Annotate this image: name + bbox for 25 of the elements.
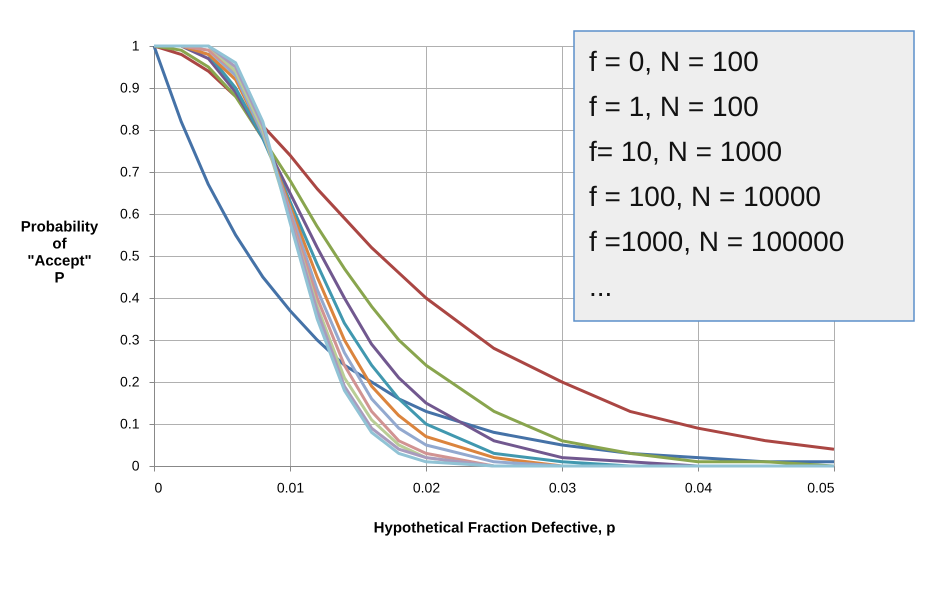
y-tick-label: 0.3: [120, 332, 140, 348]
annotation: ...: [589, 271, 612, 302]
x-tick-label: 0: [154, 480, 162, 496]
annotation: f = 0, N = 100: [589, 46, 759, 77]
x-tick-label: 0.02: [412, 480, 440, 496]
annotation: f = 1, N = 100: [589, 91, 759, 122]
y-tick-label: 0.6: [120, 206, 140, 222]
y-axis-title: Probability of "Accept" P: [20, 218, 99, 286]
annotation: f = 100, N = 10000: [589, 181, 821, 212]
annotation: f= 10, N = 1000: [589, 136, 782, 167]
y-tick-label: 0.7: [120, 164, 140, 180]
x-tick-label: 0.04: [684, 480, 712, 496]
y-tick-label: 0: [132, 458, 140, 474]
y-tick-label: 0.9: [120, 80, 140, 96]
y-tick-label: 0.2: [120, 374, 140, 390]
y-tick-label: 0.1: [120, 416, 140, 432]
x-tick-label: 0.01: [276, 480, 304, 496]
y-tick-label: 1: [132, 38, 140, 54]
annotation: f =1000, N = 100000: [589, 226, 844, 257]
x-axis-title: Hypothetical Fraction Defective, p: [374, 520, 616, 536]
x-tick-label: 0.03: [548, 480, 576, 496]
x-tick-label: 0.05: [807, 480, 835, 496]
y-tick-label: 0.8: [120, 122, 140, 138]
y-tick-label: 0.5: [120, 248, 140, 264]
y-tick-label: 0.4: [120, 290, 140, 306]
